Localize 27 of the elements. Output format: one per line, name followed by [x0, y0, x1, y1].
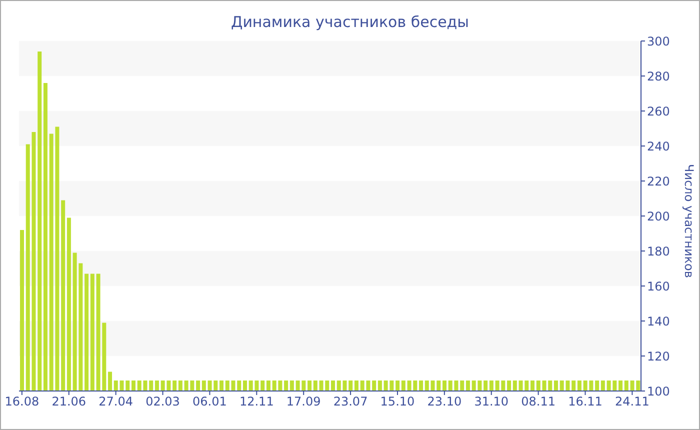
y-tick-label: 300 [647, 34, 670, 48]
x-tick-label: 17.09 [286, 394, 321, 409]
x-tick-label: 16.11 [568, 394, 602, 409]
x-tick-label: 12.11 [239, 394, 274, 409]
x-tick-label: 21.06 [52, 394, 86, 409]
x-tick-label: 31.10 [474, 394, 509, 409]
y-tick-label: 260 [647, 104, 670, 118]
y-tick-label: 180 [647, 244, 670, 258]
x-tick-label: 27.04 [98, 394, 133, 409]
x-tick-label: 02.03 [146, 394, 180, 409]
y-tick-label: 280 [647, 69, 670, 84]
y-tick-label: 240 [647, 139, 670, 154]
x-tick-label: 24.11 [615, 394, 650, 409]
y-axis-title: Число участников [682, 164, 696, 278]
y-tick-label: 200 [647, 209, 670, 224]
x-tick-label: 06.01 [192, 394, 227, 409]
x-tick-label: 15.10 [380, 394, 415, 409]
chart-title: Динамика участников беседы [230, 13, 470, 31]
y-tick-label: 140 [647, 314, 670, 328]
y-tick-label: 220 [647, 174, 670, 188]
y-tick-label: 160 [647, 279, 670, 294]
x-tick-label: 23.10 [427, 394, 462, 409]
x-tick-label: 23.07 [333, 394, 368, 409]
y-tick-label: 100 [647, 384, 670, 398]
y-tick-label: 120 [647, 349, 670, 364]
x-tick-label: 16.08 [4, 394, 40, 409]
x-tick-label: 08.11 [521, 394, 556, 409]
